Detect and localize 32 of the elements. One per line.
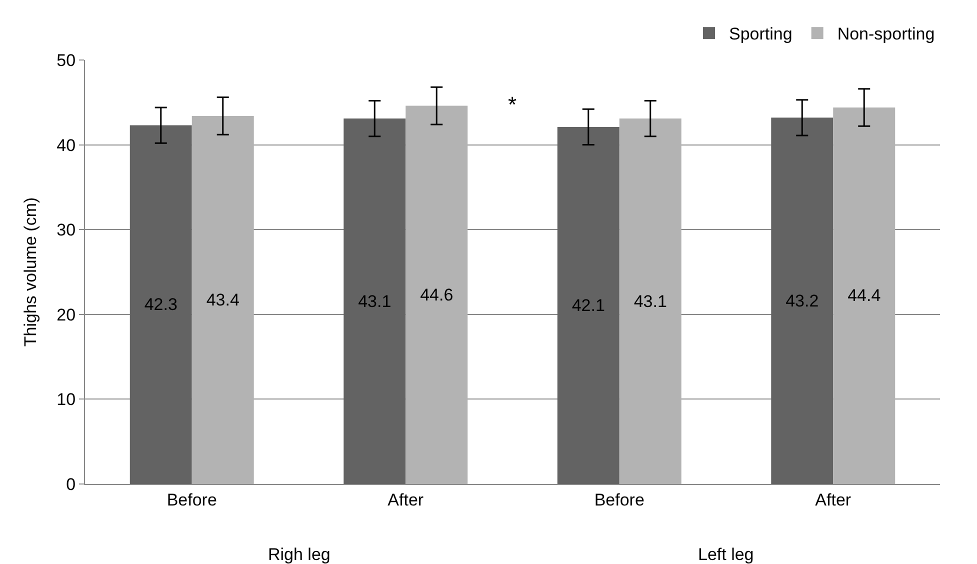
data-label: 43.1: [358, 292, 392, 311]
text: Righ leg: [268, 545, 330, 564]
data-label: 44.4: [848, 286, 881, 306]
bar: [833, 107, 896, 484]
y-tick-label: 0: [66, 474, 76, 494]
y-tick-label: 40: [56, 136, 76, 155]
x-tick-label: After: [388, 490, 424, 510]
bar: [406, 106, 468, 484]
bar: [344, 118, 406, 484]
x-tick-label: After: [815, 490, 852, 510]
bar: [771, 118, 834, 484]
data-label: 43.2: [786, 291, 819, 310]
data-label: 42.3: [144, 295, 178, 314]
bar: [557, 126, 620, 484]
annotation: *: [508, 92, 517, 117]
bar: [130, 125, 192, 484]
legend-label: Non-sporting: [837, 24, 935, 44]
y-tick-label: 20: [56, 305, 76, 324]
data-label: 42.1: [572, 296, 605, 315]
bar: [619, 118, 682, 484]
y-axis-title: Thighs volume (cm): [21, 197, 40, 347]
y-tick-label: 50: [56, 50, 76, 70]
data-label: 43.1: [634, 292, 667, 311]
data-label: 44.6: [420, 285, 454, 304]
data-label: 43.4: [206, 290, 240, 310]
x-tick-label: Before: [166, 490, 217, 510]
y-tick-label: 30: [56, 220, 76, 240]
y-tick-label: 10: [56, 390, 76, 410]
text: Left leg: [698, 545, 754, 564]
bar: [192, 116, 254, 484]
x-tick-label: Before: [594, 490, 644, 510]
legend-label: Sporting: [729, 24, 792, 44]
